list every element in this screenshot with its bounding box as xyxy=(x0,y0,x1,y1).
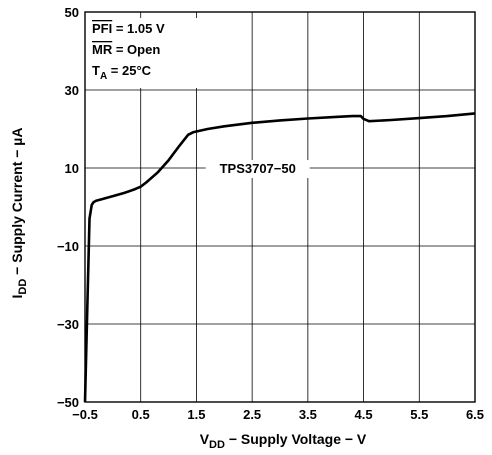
y-tick-label: −50 xyxy=(57,395,79,410)
condition-temperature: TA = 25°C xyxy=(92,63,152,82)
condition-mr: MR = Open xyxy=(92,42,160,57)
x-axis-label-subscript: DD xyxy=(209,439,225,451)
x-tick-label: 1.5 xyxy=(187,407,205,422)
y-axis-label-symbol: I xyxy=(9,295,25,299)
plot-frame xyxy=(84,11,476,403)
series-label-background xyxy=(205,160,310,178)
y-tick-label: −10 xyxy=(57,239,79,254)
conditions-background xyxy=(89,18,211,88)
x-tick-label: 3.5 xyxy=(299,407,317,422)
y-axis-label-subscript: DD xyxy=(17,279,29,295)
condition-temperature-symbol: T xyxy=(92,63,100,78)
series-line xyxy=(83,112,476,403)
y-tick-label: 30 xyxy=(65,83,79,98)
x-tick-label: 2.5 xyxy=(243,407,261,422)
series-label: TPS3707−50 xyxy=(220,161,296,176)
condition-mr-value: = Open xyxy=(112,42,160,57)
x-tick-label: −0.5 xyxy=(72,407,98,422)
condition-temperature-value: = 25°C xyxy=(107,63,151,78)
tick-labels: −0.5 0.5 1.5 2.5 3.5 4.5 5.5 6.5 50 30 10 −10 −30 −50 xyxy=(57,5,484,422)
condition-mr-name: MR xyxy=(92,42,113,57)
x-axis-label: VDD − Supply Voltage − V xyxy=(200,431,367,451)
x-tick-label: 4.5 xyxy=(355,407,373,422)
y-axis-label: IDD − Supply Current − µA xyxy=(9,128,29,299)
condition-pfi-name: PFI xyxy=(92,21,112,36)
condition-pfi: PFI = 1.05 V xyxy=(92,21,165,36)
x-axis-label-symbol: V xyxy=(200,431,210,447)
x-tick-label: 0.5 xyxy=(132,407,150,422)
x-tick-label: 6.5 xyxy=(466,407,484,422)
y-tick-label: 50 xyxy=(65,5,79,20)
condition-temperature-subscript: A xyxy=(100,71,107,82)
y-tick-label: −30 xyxy=(57,317,79,332)
y-tick-label: 10 xyxy=(65,161,79,176)
x-axis-label-text: − Supply Voltage − V xyxy=(225,431,367,447)
condition-pfi-value: = 1.05 V xyxy=(112,21,165,36)
y-axis-label-text: − Supply Current − µA xyxy=(9,128,25,279)
x-tick-label: 5.5 xyxy=(410,407,428,422)
